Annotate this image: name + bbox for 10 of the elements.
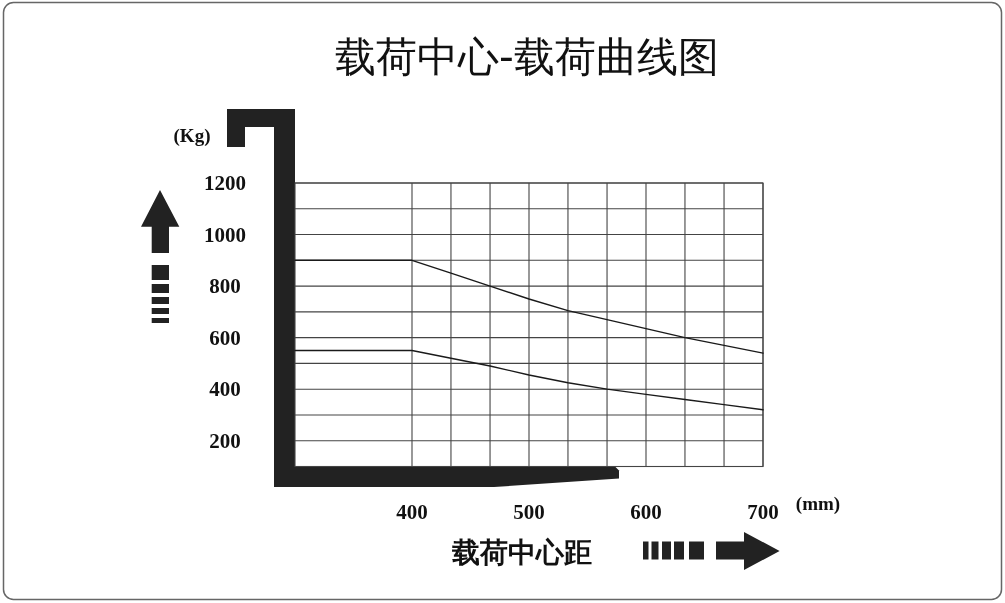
y-axis-title: (Kg) <box>173 124 211 147</box>
line-series <box>294 259 764 354</box>
x-tick-label: 700 <box>747 499 779 524</box>
x-tick-label: 600 <box>630 499 662 524</box>
line-series <box>294 349 764 411</box>
x-tick-label: 400 <box>396 499 428 524</box>
x-tick-label: 500 <box>513 499 545 524</box>
chart-title: 载荷中心-载荷曲线图 <box>335 33 719 81</box>
text: (mm) <box>795 493 841 515</box>
x-axis-title: 载荷中心距 <box>451 535 592 569</box>
